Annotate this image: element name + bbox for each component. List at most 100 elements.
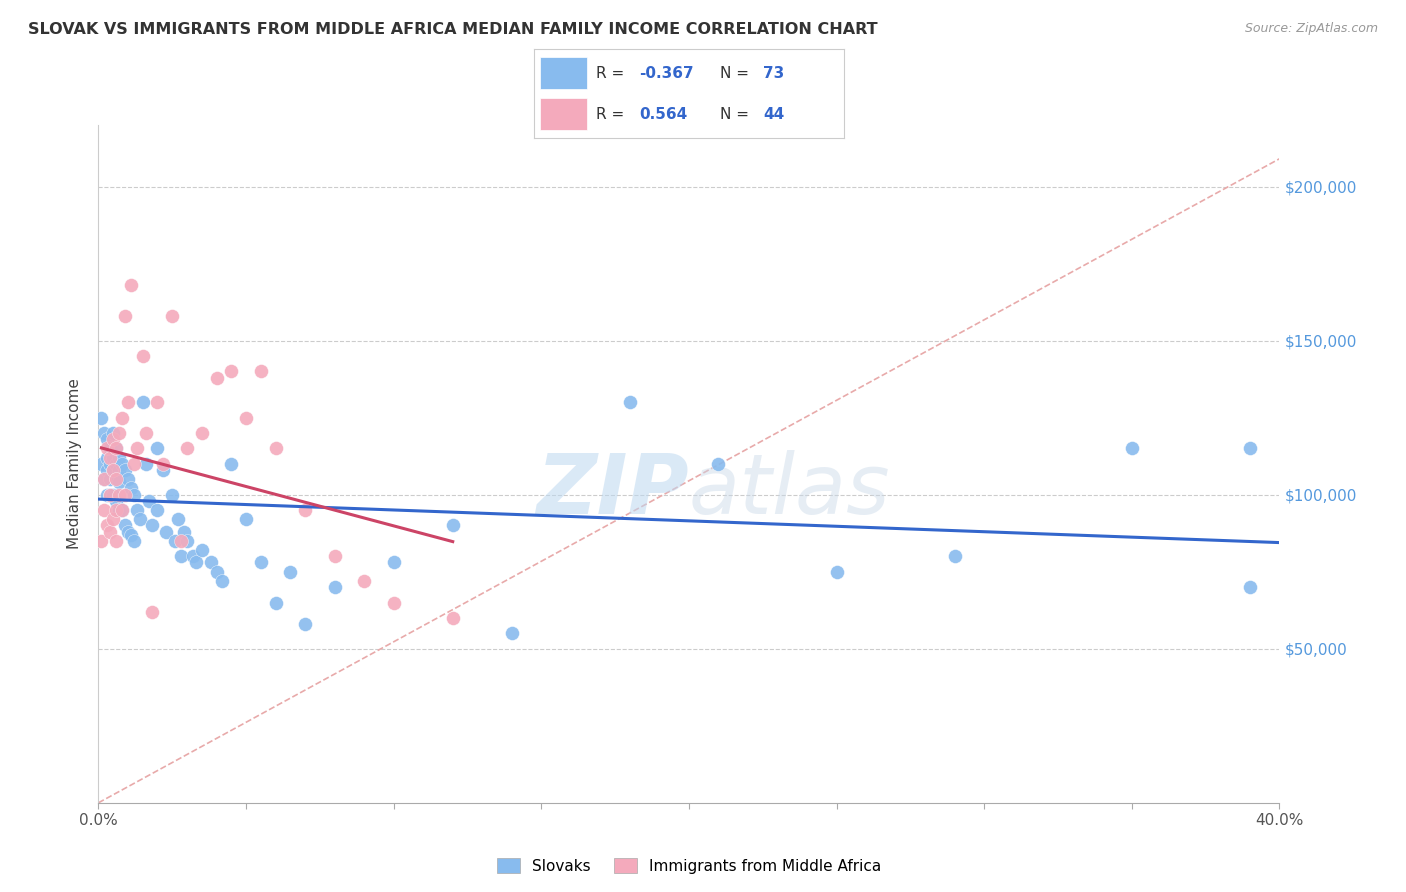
Text: 73: 73	[763, 66, 785, 80]
Point	[294, 617, 316, 632]
FancyBboxPatch shape	[540, 57, 586, 89]
Point	[170, 549, 193, 564]
Point	[132, 395, 155, 409]
Point	[219, 457, 242, 471]
Point	[114, 309, 136, 323]
Point	[184, 556, 207, 570]
Point	[103, 463, 125, 477]
Point	[141, 518, 163, 533]
Point	[98, 488, 121, 502]
Text: 0.564: 0.564	[640, 107, 688, 121]
Point	[323, 549, 346, 564]
Point	[111, 457, 134, 471]
Point	[108, 463, 131, 477]
Point	[108, 425, 131, 440]
Point	[105, 503, 128, 517]
Point	[176, 533, 198, 548]
Point	[167, 512, 190, 526]
Point	[200, 556, 222, 570]
Point	[93, 425, 115, 440]
Point	[103, 463, 125, 477]
Point	[122, 488, 145, 502]
Point	[441, 611, 464, 625]
Point	[114, 488, 136, 502]
Point	[93, 472, 115, 486]
Point	[132, 349, 155, 363]
Point	[98, 472, 121, 486]
Point	[165, 533, 187, 548]
Point	[93, 503, 115, 517]
Point	[98, 488, 121, 502]
Text: 44: 44	[763, 107, 785, 121]
Point	[1239, 580, 1261, 594]
Point	[278, 565, 302, 579]
Point	[294, 503, 316, 517]
Text: atlas: atlas	[689, 450, 890, 532]
Point	[93, 472, 115, 486]
Text: N =: N =	[720, 66, 754, 80]
Point	[90, 410, 112, 425]
Point	[264, 442, 287, 456]
Point	[120, 482, 142, 496]
Point	[181, 549, 204, 564]
Point	[138, 493, 160, 508]
Point	[943, 549, 966, 564]
Text: -0.367: -0.367	[640, 66, 695, 80]
Point	[176, 442, 198, 456]
Text: ZIP: ZIP	[536, 450, 689, 532]
Point	[323, 580, 346, 594]
Point	[96, 488, 118, 502]
Point	[191, 543, 214, 558]
Point	[96, 432, 118, 446]
Text: SLOVAK VS IMMIGRANTS FROM MIDDLE AFRICA MEDIAN FAMILY INCOME CORRELATION CHART: SLOVAK VS IMMIGRANTS FROM MIDDLE AFRICA …	[28, 22, 877, 37]
Point	[353, 574, 375, 588]
Point	[105, 472, 128, 486]
Point	[122, 457, 145, 471]
Point	[117, 395, 139, 409]
Point	[122, 533, 145, 548]
Point	[98, 442, 121, 456]
Point	[98, 450, 121, 465]
Text: R =: R =	[596, 107, 630, 121]
Point	[173, 524, 195, 539]
Point	[103, 450, 125, 465]
Point	[155, 524, 177, 539]
Point	[117, 472, 139, 486]
Point	[152, 463, 174, 477]
Point	[264, 595, 287, 609]
Point	[105, 457, 128, 471]
Point	[125, 442, 148, 456]
Point	[205, 370, 228, 384]
Point	[120, 527, 142, 541]
Text: Source: ZipAtlas.com: Source: ZipAtlas.com	[1244, 22, 1378, 36]
Point	[441, 518, 464, 533]
Point	[103, 488, 125, 502]
Point	[114, 518, 136, 533]
Point	[103, 425, 125, 440]
Point	[219, 364, 242, 378]
Point	[1121, 442, 1143, 456]
Point	[125, 503, 148, 517]
Legend: Slovaks, Immigrants from Middle Africa: Slovaks, Immigrants from Middle Africa	[491, 852, 887, 880]
Point	[382, 595, 405, 609]
Point	[105, 442, 128, 456]
Point	[146, 442, 169, 456]
Point	[96, 442, 118, 456]
Point	[105, 533, 128, 548]
Point	[117, 524, 139, 539]
Point	[98, 457, 121, 471]
Text: R =: R =	[596, 66, 630, 80]
Point	[103, 432, 125, 446]
Point	[205, 565, 228, 579]
Point	[619, 395, 641, 409]
Point	[501, 626, 523, 640]
Point	[108, 450, 131, 465]
Point	[90, 533, 112, 548]
Y-axis label: Median Family Income: Median Family Income	[67, 378, 83, 549]
Point	[96, 463, 118, 477]
Point	[235, 512, 257, 526]
Point	[111, 503, 134, 517]
Point	[120, 278, 142, 293]
Point	[98, 524, 121, 539]
Point	[211, 574, 233, 588]
